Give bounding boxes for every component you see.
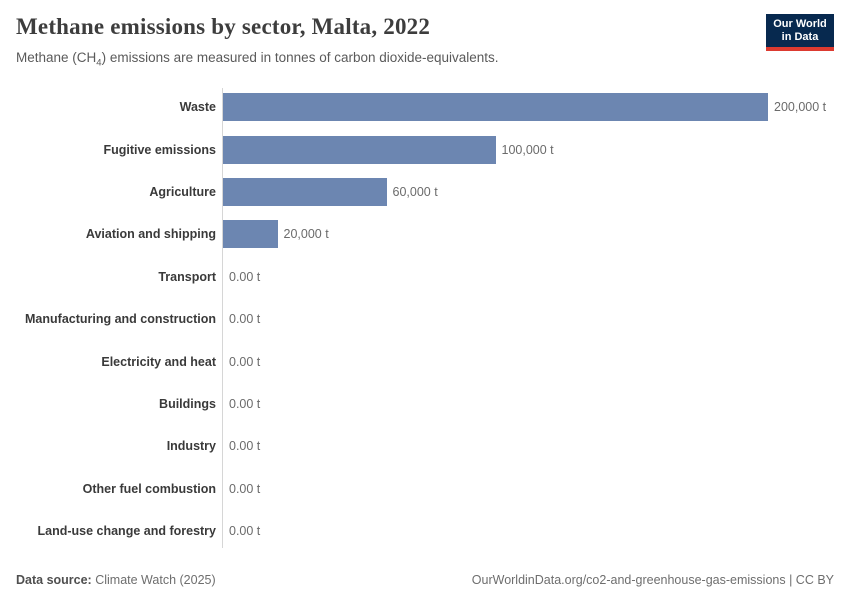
- chart-footer: Data source: Climate Watch (2025) OurWor…: [16, 573, 834, 587]
- bar-zone: 100,000 t: [222, 128, 850, 170]
- owid-logo-line2: in Data: [781, 31, 819, 43]
- bar-zone: 0.00 t: [222, 425, 850, 467]
- data-source: Data source: Climate Watch (2025): [16, 573, 216, 587]
- bar-zone: 200,000 t: [222, 86, 850, 128]
- value-label: 0.00 t: [229, 524, 261, 539]
- chart-row: Agriculture 60,000 t: [0, 171, 850, 213]
- chart-title: Methane emissions by sector, Malta, 2022: [16, 14, 431, 39]
- value-label: 200,000 t: [774, 100, 827, 115]
- chart-row: Other fuel combustion 0.00 t: [0, 468, 850, 510]
- chart-header: Methane emissions by sector, Malta, 2022…: [16, 14, 834, 69]
- owid-logo-red-bar: [766, 47, 834, 51]
- owid-logo-line1: Our World: [773, 18, 827, 30]
- category-label: Fugitive emissions: [103, 142, 216, 157]
- bar-zone: 60,000 t: [222, 171, 850, 213]
- chart-row: Industry 0.00 t: [0, 425, 850, 467]
- bar-zone: 0.00 t: [222, 340, 850, 382]
- owid-logo-text: Our World in Data: [766, 14, 834, 47]
- category-label: Manufacturing and construction: [25, 312, 216, 327]
- bar-zone: 0.00 t: [222, 468, 850, 510]
- chart-row: Aviation and shipping 20,000 t: [0, 213, 850, 255]
- subtitle-text: Methane (CH: [16, 50, 97, 65]
- category-label: Waste: [179, 100, 216, 115]
- value-label: 0.00 t: [229, 396, 261, 411]
- footer-link[interactable]: OurWorldinData.org/co2-and-greenhouse-ga…: [471, 573, 834, 587]
- category-label: Buildings: [159, 396, 216, 411]
- category-label: Land-use change and forestry: [37, 524, 216, 539]
- data-source-value: Climate Watch (2025): [95, 573, 216, 587]
- category-label: Aviation and shipping: [85, 227, 216, 242]
- value-label: 20,000 t: [283, 227, 329, 242]
- bar-zone: 0.00 t: [222, 298, 850, 340]
- chart-row: Fugitive emissions 100,000 t: [0, 128, 850, 170]
- chart-rows: Waste 200,000 t Fugitive emissions 100,0…: [0, 86, 850, 552]
- chart-row: Transport 0.00 t: [0, 256, 850, 298]
- bar-chart: Waste 200,000 t Fugitive emissions 100,0…: [0, 86, 850, 552]
- chart-subtitle: Methane (CH4) emissions are measured in …: [16, 50, 834, 69]
- subtitle-subscript: 4: [96, 57, 102, 69]
- value-label: 0.00 t: [229, 439, 261, 454]
- y-axis-line: [222, 88, 223, 548]
- bar-zone: 0.00 t: [222, 256, 850, 298]
- category-label: Other fuel combustion: [82, 481, 216, 496]
- bar-zone: 0.00 t: [222, 383, 850, 425]
- value-label: 100,000 t: [501, 142, 554, 157]
- data-source-label: Data source:: [16, 573, 92, 587]
- chart-row: Waste 200,000 t: [0, 86, 850, 128]
- bar[interactable]: [223, 220, 278, 249]
- value-label: 60,000 t: [392, 184, 438, 199]
- chart-row: Buildings 0.00 t: [0, 383, 850, 425]
- bar-zone: 20,000 t: [222, 213, 850, 255]
- value-label: 0.00 t: [229, 481, 261, 496]
- chart-row: Electricity and heat 0.00 t: [0, 340, 850, 382]
- chart-row: Land-use change and forestry 0.00 t: [0, 510, 850, 552]
- bar[interactable]: [223, 177, 387, 206]
- category-label: Industry: [166, 439, 216, 454]
- bar-zone: 0.00 t: [222, 510, 850, 552]
- chart-row: Manufacturing and construction 0.00 t: [0, 298, 850, 340]
- value-label: 0.00 t: [229, 312, 261, 327]
- category-label: Electricity and heat: [101, 354, 216, 369]
- bar[interactable]: [223, 93, 768, 122]
- value-label: 0.00 t: [229, 269, 261, 284]
- bar[interactable]: [223, 135, 496, 164]
- owid-logo[interactable]: Our World in Data: [766, 14, 834, 51]
- category-label: Agriculture: [149, 184, 216, 199]
- subtitle-text-suffix: ) emissions are measured in tonnes of ca…: [101, 50, 499, 65]
- value-label: 0.00 t: [229, 354, 261, 369]
- category-label: Transport: [158, 269, 216, 284]
